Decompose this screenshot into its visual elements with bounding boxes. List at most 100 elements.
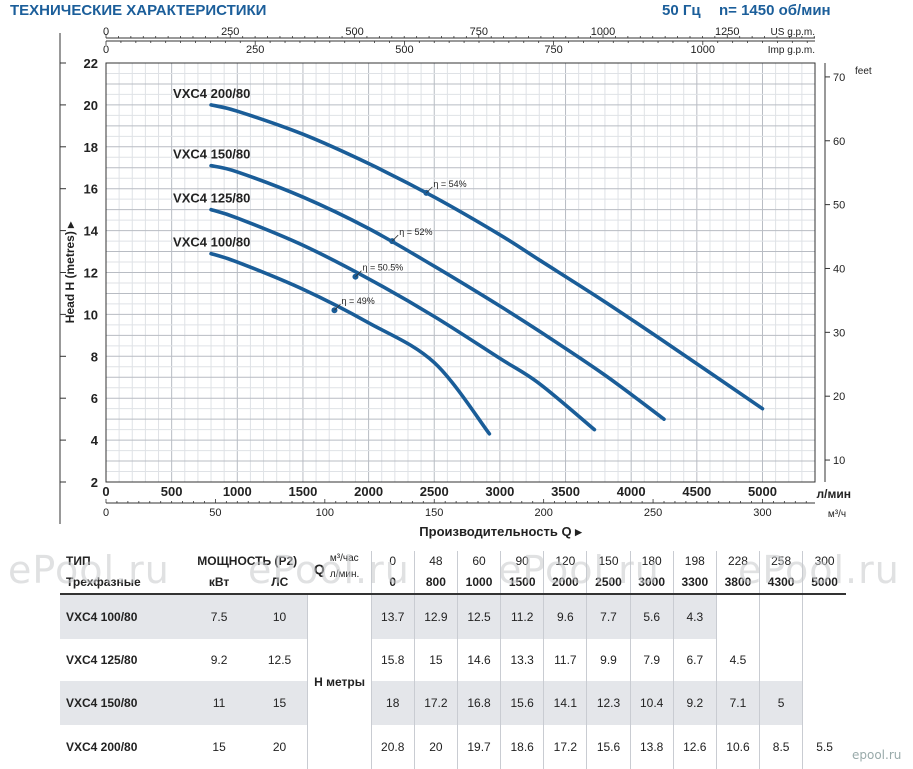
- h-cell: 15.6: [586, 725, 631, 769]
- type-sub-header: Трехфазные: [66, 575, 141, 589]
- plot-frame: [105, 62, 816, 483]
- series-name-label: VXC4 200/80: [173, 86, 250, 101]
- h-cell: 18: [370, 681, 415, 725]
- m3h-tick-label: 100: [316, 507, 334, 519]
- y-tick-label: 20: [84, 98, 98, 113]
- table-row: VXC4 100/80 7.5 10 H метры 13.7 12.9 12.…: [60, 594, 846, 769]
- h-cell: 15.8: [370, 639, 415, 681]
- h-cell: 5.6: [629, 594, 674, 639]
- kw-header: кВт: [208, 575, 230, 589]
- us-gpm-axis-tick-label: 750: [470, 26, 488, 38]
- table-row: VXC4 200/80 15 20 20.8 20 19.7 18.6 17.2…: [60, 725, 846, 769]
- y-tick-label: 2: [91, 475, 98, 490]
- h-cell: 9.6: [543, 594, 587, 639]
- x-tick-label: 1500: [288, 484, 317, 499]
- performance-chart: 2 4 6 8 10 12 14 16 18 20 22 Head H (metres) ▸ 10 20 3…: [59, 26, 872, 539]
- x-tick-label: 4000: [617, 484, 646, 499]
- h-cell: 4.5: [715, 639, 760, 681]
- table-row: VXC4 150/80 11 15 18 17.2 16.8 15.6 14.1…: [60, 681, 846, 725]
- h-cell: 15.6: [500, 681, 544, 725]
- page-title: ТЕХНИЧЕСКИЕ ХАРАКТЕРИСТИКИ: [10, 2, 267, 19]
- row-model: VXC4 100/80: [60, 594, 187, 639]
- h-cell: [802, 594, 846, 639]
- h-cell: 17.2: [543, 725, 587, 769]
- h-cell: 7.9: [629, 639, 674, 681]
- q-m3h-3: 90: [500, 551, 544, 571]
- q-unit-lpm: л/мин.: [329, 569, 360, 580]
- m3h-tick-label: 250: [644, 507, 662, 519]
- m3h-tick-label: 200: [534, 507, 552, 519]
- h-cell: 5: [759, 681, 803, 725]
- h-cell: [759, 639, 803, 681]
- h-cell: 15: [413, 639, 458, 681]
- q-header: Q м³/час л/мин.: [308, 551, 371, 594]
- y-tick-label: 12: [84, 266, 98, 281]
- x-tick-label: 2000: [354, 484, 383, 499]
- q-m3h-4: 120: [543, 551, 587, 571]
- h-cell: 5.5: [802, 725, 846, 769]
- q-lpm-4: 2000: [543, 571, 587, 594]
- row-kw: 7.5: [186, 594, 252, 639]
- series-name-label: VXC4 150/80: [173, 147, 250, 162]
- x-unit-label: л/мин: [817, 487, 851, 501]
- y-tick-label: 22: [84, 56, 98, 71]
- series-line-4: [209, 251, 492, 436]
- q-lpm-3: 1500: [500, 571, 544, 594]
- q-m3h-1: 48: [413, 551, 458, 571]
- m3h-tick-label: 300: [753, 507, 771, 519]
- h-cell: 6.7: [672, 639, 717, 681]
- row-model: VXC4 150/80: [60, 681, 187, 725]
- series-name-label: VXC4 100/80: [173, 235, 250, 250]
- h-cell: 13.3: [500, 639, 544, 681]
- row-hp: 10: [251, 594, 308, 639]
- row-kw: 9.2: [210, 653, 228, 667]
- us-gpm-axis-tick-label: 1000: [591, 26, 615, 38]
- h-cell: 9.2: [672, 681, 717, 725]
- q-lpm-1: 800: [413, 571, 458, 594]
- us-gpm-axis-unit-label: US g.p.m.: [771, 27, 815, 38]
- series-line-1: [209, 103, 765, 411]
- row-model: VXC4 125/80: [66, 653, 138, 667]
- row-hp: 15: [251, 681, 308, 725]
- q-lpm-9: 4300: [759, 571, 803, 594]
- x-tick-label: 5000: [748, 484, 777, 499]
- h-cell: 17.2: [413, 681, 458, 725]
- series-line-3: [209, 207, 597, 432]
- feet-tick-label: 50: [833, 200, 845, 212]
- row-kw: 11: [186, 681, 252, 725]
- x-tick-label: 3000: [485, 484, 514, 499]
- us-gpm-axis-tick-label: 250: [221, 26, 239, 38]
- x-tick-label: 3500: [551, 484, 580, 499]
- q-m3h-6: 180: [629, 551, 674, 571]
- efficiency-leader: [426, 186, 433, 194]
- h-cell: 20.8: [370, 725, 415, 769]
- q-lpm-8: 3800: [715, 571, 760, 594]
- series-line-2: [209, 163, 666, 421]
- h-cell: 16.8: [456, 681, 501, 725]
- feet-tick-label: 20: [833, 391, 845, 403]
- feet-unit-label: feet: [855, 66, 872, 77]
- h-label: H метры: [307, 594, 372, 769]
- h-cell: 20: [413, 725, 458, 769]
- series-name-label: VXC4 125/80: [173, 191, 250, 206]
- x-tick-label: 2500: [420, 484, 449, 499]
- speed-label: n= 1450 об/мин: [719, 2, 831, 19]
- table-row: VXC4 125/80 9.2 12.5 15.8 15 14.6 13.3 1…: [60, 639, 846, 681]
- h-cell: 10.4: [629, 681, 674, 725]
- q-lpm-6: 3000: [629, 571, 674, 594]
- imp-gpm-axis-tick-label: 0: [103, 44, 109, 56]
- m3h-tick-label: 0: [103, 507, 109, 519]
- y-tick-label: 4: [91, 433, 99, 448]
- feet-tick-label: 30: [833, 327, 845, 339]
- efficiency-label: η = 54%: [433, 179, 466, 189]
- q-m3h-10: 300: [802, 551, 846, 571]
- q-lpm-0: 0: [370, 571, 415, 594]
- q-symbol: Q: [313, 561, 325, 577]
- x-tick-label: 500: [161, 484, 183, 499]
- x-axis-label: Производительность Q ▸: [419, 524, 583, 539]
- h-cell: 12.6: [672, 725, 717, 769]
- frequency-label: 50 Гц: [662, 2, 701, 19]
- us-gpm-axis-tick-label: 1250: [715, 26, 739, 38]
- h-cell: [715, 594, 760, 639]
- imp-gpm-axis-tick-label: 1000: [691, 44, 715, 56]
